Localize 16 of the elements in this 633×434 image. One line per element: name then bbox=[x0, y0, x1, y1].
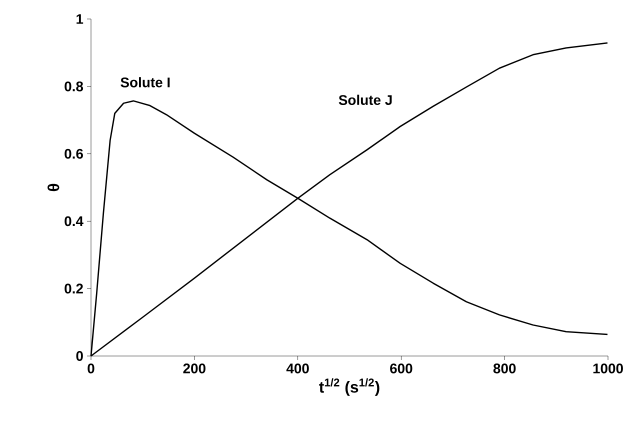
x-tick-label: 600 bbox=[390, 364, 412, 374]
x-tick-label: 800 bbox=[493, 364, 516, 374]
y-tick-label: 0.4 bbox=[64, 216, 84, 226]
y-tick-label: 1 bbox=[76, 14, 84, 24]
y-tick-label: 0 bbox=[76, 351, 83, 361]
y-tick-label: 0.8 bbox=[64, 81, 84, 92]
x-tick-label: 200 bbox=[183, 364, 206, 374]
y-tick-label: 0.2 bbox=[64, 284, 83, 294]
series-label: Solute I bbox=[120, 77, 170, 88]
x-tick-label: 1000 bbox=[593, 364, 623, 374]
x-tick-label: 0 bbox=[88, 364, 94, 374]
y-axis-title: θ bbox=[48, 184, 60, 192]
x-tick-label: 400 bbox=[286, 364, 309, 374]
x-axis-title: t$^{1/2}$ (s$^{1/2}$) bbox=[319, 378, 380, 396]
y-tick-label: 0.6 bbox=[64, 148, 83, 159]
series-label: Solute J bbox=[338, 94, 392, 105]
